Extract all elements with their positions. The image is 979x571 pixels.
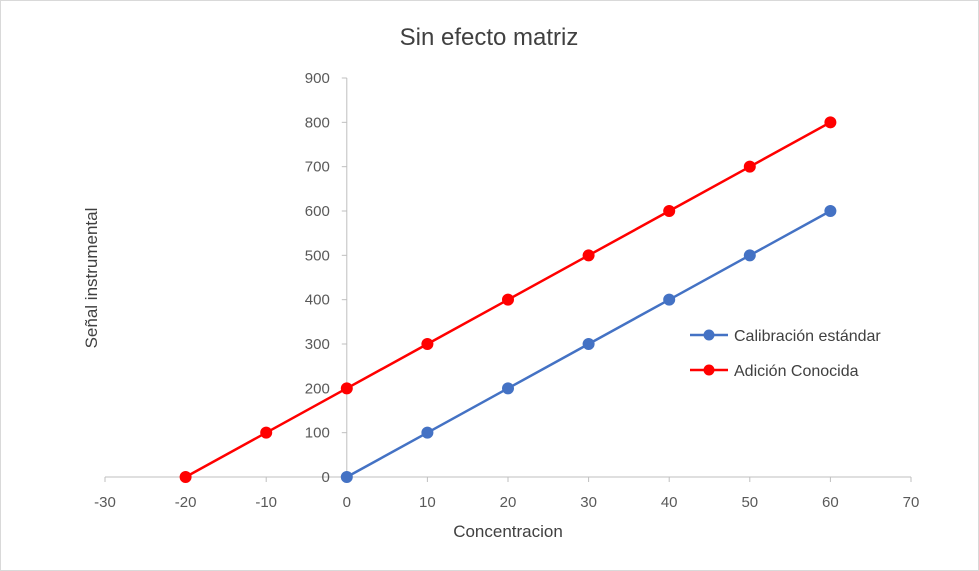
data-point (824, 116, 837, 129)
legend-marker (703, 364, 715, 376)
axes (104, 77, 912, 482)
legend-item: Adición Conocida (690, 363, 859, 380)
y-axis-title: Señal instrumental (82, 208, 101, 349)
data-point (663, 205, 676, 217)
data-point (582, 249, 595, 262)
x-tick-label: 20 (500, 494, 517, 511)
x-tick-label: 50 (741, 494, 758, 511)
y-tick-label: 500 (305, 247, 330, 264)
data-point (663, 293, 676, 306)
legend-item: Calibración estándar (690, 328, 881, 345)
chart-title: Sin efecto matriz (400, 24, 579, 51)
x-tick-label: -30 (94, 494, 116, 511)
x-tick-labels: -30 -20 -10 0 10 20 30 40 50 60 70 (94, 494, 919, 511)
x-tick-label: -20 (175, 494, 197, 511)
y-tick-labels: 0 100 200 300 400 500 600 700 800 900 (305, 70, 330, 486)
data-point (421, 338, 434, 350)
y-tick-label: 300 (305, 336, 330, 353)
x-tick-label: 40 (661, 494, 678, 511)
y-tick-label: 0 (321, 469, 329, 486)
y-tick-label: 200 (305, 380, 330, 397)
x-tick-label: 10 (419, 494, 436, 511)
x-tick-label: 0 (343, 494, 351, 511)
data-point (743, 160, 756, 173)
x-tick-label: 30 (580, 494, 597, 511)
x-tick-label: 60 (822, 494, 839, 511)
legend: Calibración estándar Adición Conocida (690, 328, 881, 380)
x-tick-label: 70 (903, 494, 920, 511)
y-tick-label: 100 (305, 425, 330, 442)
data-point (824, 205, 837, 217)
data-point (260, 426, 273, 439)
data-point (502, 293, 514, 306)
y-tick-label: 900 (305, 70, 330, 87)
legend-label: Adición Conocida (734, 363, 859, 380)
data-point (582, 338, 595, 350)
y-tick-label: 800 (305, 114, 330, 131)
x-axis-title: Concentracion (453, 522, 563, 541)
data-point (340, 471, 353, 483)
legend-marker (703, 329, 715, 341)
data-point (179, 471, 192, 483)
data-point (502, 382, 514, 395)
data-point (743, 249, 756, 262)
data-point (421, 426, 434, 439)
y-tick-label: 400 (305, 292, 330, 309)
series-2 (179, 116, 837, 483)
x-tick-label: -10 (255, 494, 277, 511)
y-tick-label: 700 (305, 159, 330, 176)
series-1 (340, 205, 837, 483)
data-point (340, 382, 353, 395)
legend-label: Calibración estándar (734, 328, 881, 345)
series-layer (179, 116, 837, 483)
y-tick-label: 600 (305, 203, 330, 220)
